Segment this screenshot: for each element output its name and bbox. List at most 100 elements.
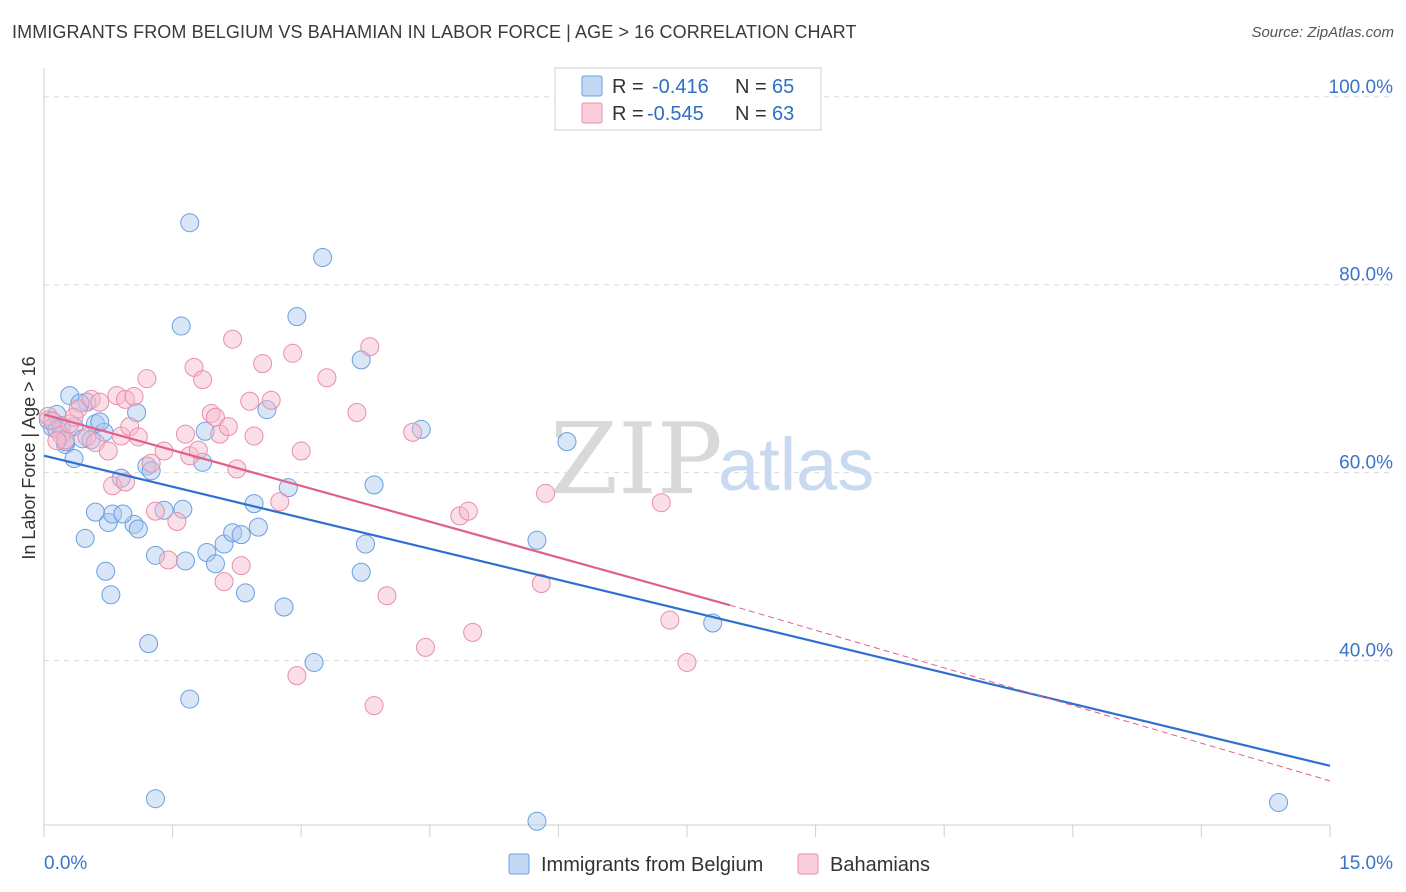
belgium-point — [205, 554, 225, 574]
belgium-point — [248, 517, 268, 537]
y-tick-label: 40.0% — [1339, 641, 1393, 662]
legend-bottom: Immigrants from Belgium Bahamians — [508, 853, 930, 876]
bahamians-point — [403, 422, 423, 442]
bahamians-point — [158, 550, 178, 570]
belgium-point — [287, 307, 307, 327]
belgium-point — [139, 634, 159, 654]
legend-r-label-bahamians: R = — [612, 103, 644, 125]
x-tick-label: 15.0% — [1339, 853, 1393, 874]
bahamians-point — [244, 426, 264, 446]
trend-layer — [43, 413, 1331, 782]
chart-source: Source: ZipAtlas.com — [1251, 24, 1394, 41]
belgium-point — [313, 247, 333, 267]
belgium-point — [85, 502, 105, 522]
legend-n-value-bahamians: 63 — [772, 103, 794, 125]
bahamians-point — [124, 387, 144, 407]
legend-n-label-bahamians: N = — [735, 103, 767, 125]
watermark: ZIP atlas — [550, 403, 874, 517]
grid-layer — [44, 96, 1392, 662]
bahamians-point — [145, 501, 165, 521]
bahamians-point — [283, 343, 303, 363]
points-layer — [38, 213, 1289, 831]
bahamians-point — [154, 441, 174, 461]
bahamians-point — [240, 391, 260, 411]
belgium-point — [257, 400, 277, 420]
bottom-legend-label-bahamians: Bahamians — [830, 854, 930, 876]
bahamians-point — [416, 637, 436, 657]
belgium-point — [101, 585, 121, 605]
watermark-zip: ZIP — [550, 403, 723, 517]
belgium-point — [527, 530, 547, 550]
bahamians-point — [450, 506, 470, 526]
bahamians-point — [364, 696, 384, 716]
bahamians-point — [90, 392, 110, 412]
belgium-point — [1269, 792, 1289, 812]
y-tick-label: 60.0% — [1339, 453, 1393, 474]
belgium-point — [75, 528, 95, 548]
belgium-point — [180, 213, 200, 233]
belgium-point — [351, 562, 371, 582]
ticks-layer: 40.0% 60.0% 80.0% 100.0% 0.0% 15.0% — [44, 77, 1393, 874]
belgium-point — [145, 545, 165, 565]
bahamians-point — [103, 476, 123, 496]
belgium-point — [128, 519, 148, 539]
bahamians-point — [47, 431, 67, 451]
belgium-point — [235, 583, 255, 603]
bahamians-point — [347, 403, 367, 423]
bahamians-point — [360, 337, 380, 357]
bahamians-point — [223, 329, 243, 349]
bahamians-point — [261, 390, 281, 410]
belgium-point — [103, 504, 123, 524]
belgium-point — [173, 499, 193, 519]
belgium-point — [141, 461, 161, 481]
belgium-point — [175, 551, 195, 571]
bottom-legend-swatch-bahamians — [797, 853, 819, 875]
bahamians-point — [98, 441, 118, 461]
bahamians-point — [677, 652, 697, 672]
bahamians-point — [188, 440, 208, 460]
chart-title: IMMIGRANTS FROM BELGIUM VS BAHAMIAN IN L… — [12, 22, 857, 42]
bottom-legend-label-belgium: Immigrants from Belgium — [541, 854, 763, 876]
belgium-point — [145, 789, 165, 809]
belgium-point — [180, 689, 200, 709]
bahamians-point — [137, 369, 157, 389]
bahamians-point — [175, 424, 195, 444]
belgium-point — [351, 350, 371, 370]
bahamians-point — [253, 354, 273, 374]
bahamians-point — [660, 610, 680, 630]
bahamians-point — [214, 572, 234, 592]
belgium-trend-line — [43, 454, 1331, 767]
bahamians-point — [270, 492, 290, 512]
belgium-point — [274, 597, 294, 617]
y-tick-label: 80.0% — [1339, 265, 1393, 286]
legend-r-label-belgium: R = — [612, 76, 644, 98]
y-axis-label: In Labor Force | Age > 16 — [19, 356, 39, 559]
bahamians-trend-extension — [729, 604, 1331, 782]
belgium-point — [171, 316, 191, 336]
bahamians-point — [231, 556, 251, 576]
bahamians-point — [291, 441, 311, 461]
bahamians-point — [536, 483, 556, 503]
belgium-point — [244, 494, 264, 514]
y-tick-label: 100.0% — [1329, 77, 1394, 98]
belgium-point — [557, 432, 577, 452]
belgium-point — [60, 386, 80, 406]
bahamians-point — [287, 666, 307, 686]
legend-swatch-belgium — [581, 75, 603, 97]
legend-n-label-belgium: N = — [735, 76, 767, 98]
bahamians-point — [377, 586, 397, 606]
legend-swatch-bahamians — [581, 102, 603, 124]
axes-layer — [43, 68, 1331, 837]
bahamians-point — [651, 493, 671, 513]
bahamians-point — [193, 370, 213, 390]
belgium-point — [527, 811, 547, 831]
belgium-point — [96, 561, 116, 581]
bahamians-point — [458, 501, 478, 521]
bahamians-point — [317, 368, 337, 388]
legend-top: R = -0.416 N = 65 R = -0.545 N = 63 — [554, 67, 822, 131]
belgium-point — [195, 421, 215, 441]
belgium-point — [231, 525, 251, 545]
bahamians-trend-line — [43, 413, 731, 607]
bahamians-point — [167, 512, 187, 532]
